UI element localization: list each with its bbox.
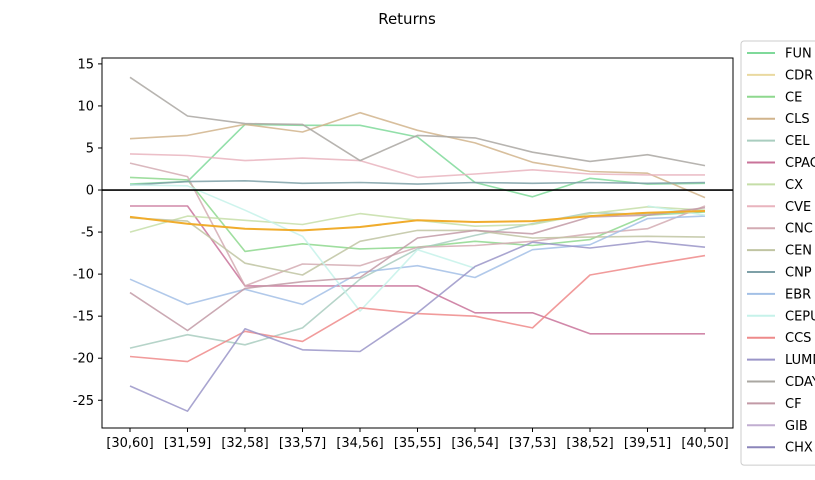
legend-label: LUMN [785,353,815,368]
legend-label: CDAY [785,375,815,390]
legend-label: CVE [785,200,811,215]
series-line-fun [129,123,706,198]
x-tick-label: [40,50] [681,436,728,451]
legend-label: CEPU [785,309,815,324]
series-line-series-19 [129,210,706,232]
legend-label: CX [785,178,803,193]
series-line-cpac [130,205,705,335]
series-line-cve [129,153,705,179]
x-tick-label: [38,52] [566,436,613,451]
x-tick-label: [37,53] [509,436,556,451]
legend-label: GIB [785,419,808,434]
x-tick-label: [35,55] [394,436,441,451]
legend-label: CNC [785,222,813,237]
legend-label: CCS [785,331,811,346]
legend-label: CNP [785,266,812,281]
legend: FUN CDR CE CLS CEL CPAC CX CVE CNC CEN CNP EBR CEPU C… [740,40,815,466]
legend-label: CEN [785,244,812,259]
x-tick-label: [31,59] [164,436,211,451]
x-tick-label: [33,57] [279,436,326,451]
y-tick-label: 10 [77,99,94,114]
y-tick-label: -5 [81,226,94,241]
chart-title: Returns [378,10,436,28]
y-tick-label: 0 [86,184,94,199]
y-tick-label: -25 [73,394,94,409]
legend-label: CEL [785,134,810,149]
y-tick-label: -10 [73,268,94,283]
legend-label: CF [785,397,802,412]
series-line-ebr [129,215,706,306]
legend-label: CHX [785,441,813,456]
series-line-cnp [129,180,706,186]
series-line-cday [129,76,706,167]
legend-label: CE [785,90,802,105]
series-line-cf [129,206,706,332]
x-tick-label: [34,56] [336,436,383,451]
y-tick-label: -15 [73,310,94,325]
series-line-cepu [129,184,706,312]
series-line-lumn [129,240,706,412]
plot-area: 15 10 5 0 -5 -10 -15 -20 -25 [30,60] [31,59] [32,58… [73,57,734,451]
legend-label: CPAC [785,156,815,171]
x-tick-label: [32,58] [221,436,268,451]
y-tick-label: 5 [86,141,94,156]
x-tick-label: [36,54] [451,436,498,451]
legend-label: CDR [785,68,813,83]
x-tick-label: [30,60] [106,436,153,451]
series-line-cls [129,111,706,199]
y-tick-label: 15 [77,57,94,72]
x-tick-label: [39,51] [624,436,671,451]
legend-label: CLS [785,112,810,127]
y-tick-label: -20 [73,352,94,367]
legend-label: EBR [785,287,811,302]
legend-label: FUN [785,47,812,62]
